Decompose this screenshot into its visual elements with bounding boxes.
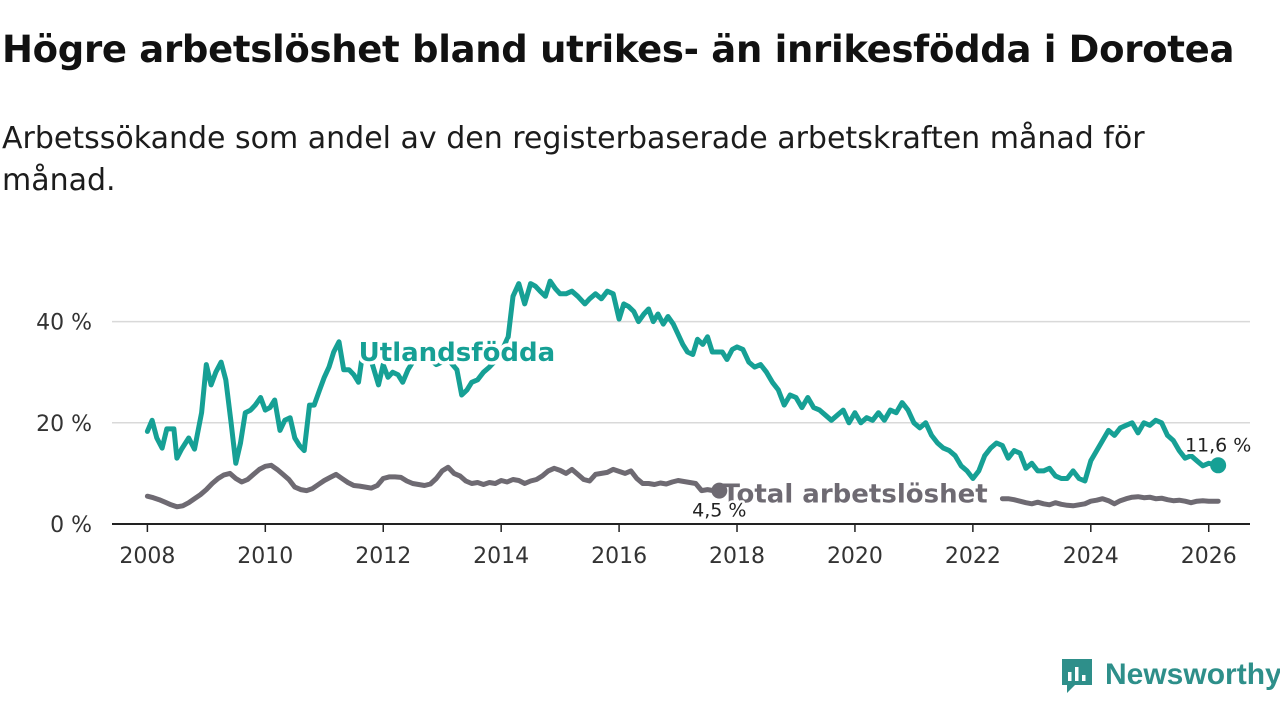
x-tick-label: 2022 [945,544,1001,569]
end-point-marker [1210,457,1227,474]
x-tick-label: 2014 [473,544,529,569]
end-point-marker [711,482,728,499]
chart-title: Högre arbetslöshet bland utrikes- än inr… [2,28,1235,71]
end-value-label: 11,6 % [1185,434,1251,456]
chart-subtitle: Arbetssökande som andel av den registerb… [2,121,1145,198]
series-label: Total arbetslöshet [722,480,987,510]
newsworthy-logo-icon [1062,659,1092,693]
series-line-total-arbetslöshet-forts- [999,494,1221,509]
brand-logo: Newsworthy [1059,654,1280,696]
x-tick-label: 2018 [709,544,765,569]
x-tick-label: 2010 [237,544,293,569]
y-tick-label: 40 % [36,311,92,336]
x-tick-label: 2016 [591,544,647,569]
brand-name: Newsworthy [1105,658,1280,691]
end-value-label: 4,5 % [692,500,746,522]
series-line-total-arbetslöshet [144,462,722,510]
series-label: Utlandsfödda [359,338,556,368]
y-tick-label: 0 % [50,513,92,538]
x-tick-label: 2008 [119,544,175,569]
series-line-utlandsfödda [144,278,1221,484]
x-tick-label: 2024 [1063,544,1119,569]
y-tick-label: 20 % [36,412,92,437]
x-tick-label: 2012 [355,544,411,569]
x-tick-label: 2020 [827,544,883,569]
x-tick-label: 2026 [1181,544,1237,569]
